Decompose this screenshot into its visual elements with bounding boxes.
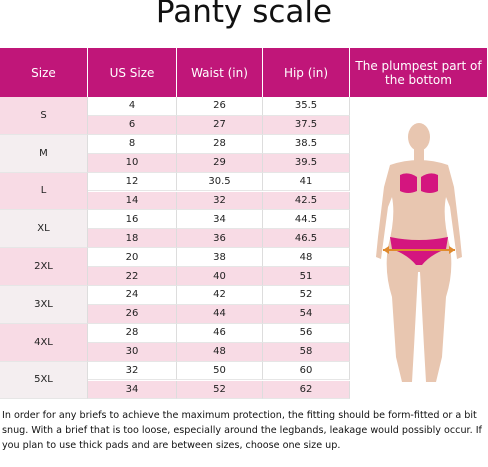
value-cell: 46.5 [263,229,350,249]
size-cell: S [0,97,88,135]
value-cell: 22 [88,267,177,286]
value-cell: 52 [177,380,263,400]
value-cell: 42.5 [263,191,350,211]
size-cell: 3XL [0,286,88,324]
value-cell: 28 [88,323,177,343]
value-cell: 38.5 [263,134,350,154]
value-cell: 50 [177,361,263,381]
body-figure [376,123,462,382]
value-cell: 32 [88,361,177,381]
value-cell: 4 [88,97,177,116]
value-cell: 52 [263,286,350,305]
value-cell: 6 [88,115,177,135]
size-cell: 5XL [0,361,88,400]
value-cell: 34 [88,380,177,400]
value-cell: 18 [88,229,177,249]
value-cell: 29 [177,153,263,173]
value-cell: 58 [263,342,350,362]
value-cell: 48 [263,248,350,268]
value-cell: 8 [88,134,177,154]
value-cell: 26 [88,304,177,324]
value-cell: 62 [263,380,350,400]
value-cell: 54 [263,304,350,324]
value-cell: 42 [177,286,263,305]
value-cell: 30 [88,342,177,362]
size-cell: M [0,134,88,173]
value-cell: 28 [177,134,263,154]
value-cell: 20 [88,248,177,268]
value-cell: 24 [88,286,177,305]
value-cell: 27 [177,115,263,135]
value-cell: 41 [263,172,350,192]
value-cell: 39.5 [263,153,350,173]
value-cell: 16 [88,210,177,230]
note: In order for any briefs to achieve the m… [2,410,482,451]
value-cell: 35.5 [263,97,350,116]
value-cell: 44.5 [263,210,350,230]
title: Panty scale [155,0,333,30]
value-cell: 37.5 [263,115,350,135]
value-cell: 30.5 [177,172,263,192]
value-cell: 36 [177,229,263,249]
size-cell: 4XL [0,323,88,362]
value-cell: 60 [263,361,350,381]
value-cell: 14 [88,191,177,211]
value-cell: 48 [177,342,263,362]
value-cell: 46 [177,323,263,343]
value-cell: 38 [177,248,263,268]
header-cell: Waist (in) [177,48,263,97]
header-cell: The plumpest part of the bottom [350,48,488,97]
value-cell: 56 [263,323,350,343]
header-cell: US Size [88,48,177,97]
size-cell: L [0,172,88,211]
size-cell: XL [0,210,88,249]
value-cell: 32 [177,191,263,211]
value-cell: 10 [88,153,177,173]
value-cell: 26 [177,97,263,116]
value-cell: 12 [88,172,177,192]
value-cell: 34 [177,210,263,230]
value-cell: 44 [177,304,263,324]
header-cell: Hip (in) [263,48,350,97]
value-cell: 40 [177,267,263,286]
value-cell: 51 [263,267,350,286]
size-cell: 2XL [0,248,88,286]
header-cell: Size [0,48,88,97]
